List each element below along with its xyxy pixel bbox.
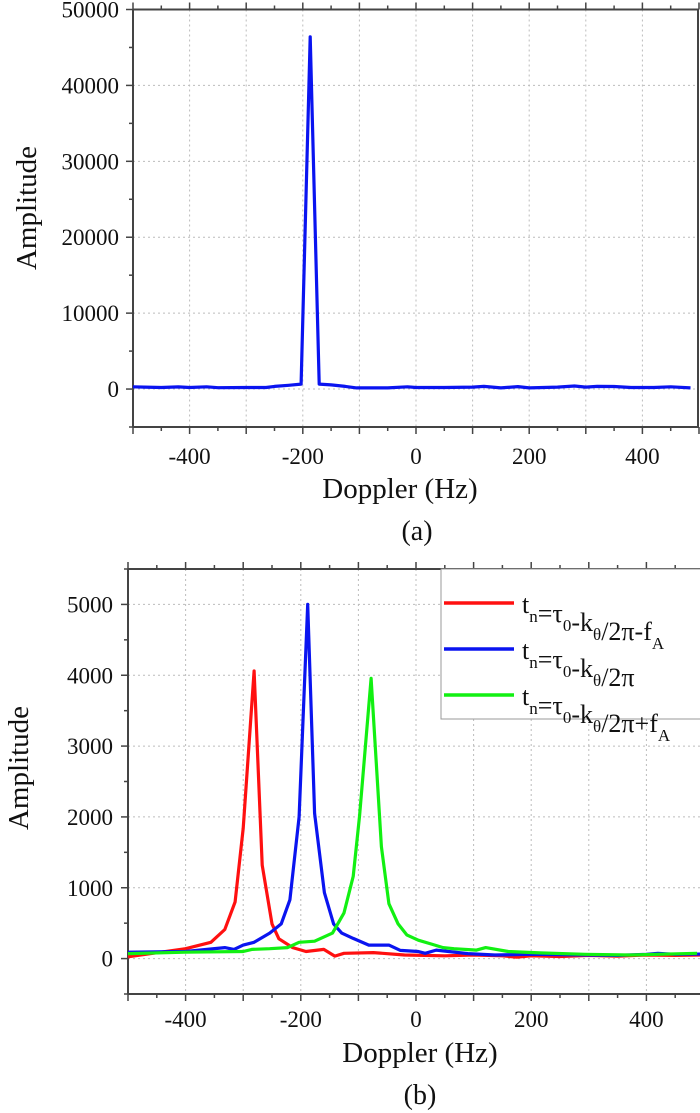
legend-label-subscript: n — [529, 653, 538, 672]
legend-label: tn=τ0-kθ/2π — [522, 636, 635, 692]
y-tick-label: 0 — [108, 377, 120, 402]
x-tick-label: 400 — [629, 1007, 664, 1032]
legend-label-subscript: 0 — [563, 662, 572, 681]
caption-b: (b) — [404, 1080, 437, 1111]
x-tick-label: -200 — [280, 1007, 322, 1032]
y-tick-label: 3000 — [67, 734, 113, 759]
legend-label-subscript: n — [529, 699, 538, 718]
y-tick-label: 20000 — [62, 225, 120, 250]
y-tick-label: 50000 — [62, 0, 120, 23]
y-tick-label: 4000 — [67, 663, 113, 688]
legend-label: tn=τ0-kθ/2π+fA — [522, 682, 671, 745]
legend-label-subscript: 0 — [563, 708, 572, 727]
x-tick-label: -400 — [169, 444, 211, 469]
x-tick-label: 0 — [410, 444, 422, 469]
series-line-1 — [132, 35, 691, 390]
legend-label-subscript: n — [529, 607, 538, 626]
x-tick-label: 200 — [512, 444, 547, 469]
legend-label-part: /2π-f — [601, 617, 652, 646]
y-tick-label: 5000 — [67, 592, 113, 617]
y-tick-label: 10000 — [62, 301, 120, 326]
legend-label-part: /2π — [601, 663, 634, 692]
gridlines — [133, 9, 699, 427]
legend-label-part: t — [522, 636, 530, 665]
y-tick-label: 30000 — [62, 149, 120, 174]
legend-label-part: /2π+f — [601, 709, 658, 738]
legend-label-subscript: θ — [593, 625, 601, 644]
legend-label-subscript: 0 — [563, 616, 572, 635]
legend-label-part: t — [522, 682, 530, 711]
x-axis-title-b: Doppler (Hz) — [342, 1037, 497, 1069]
legend-label-part: t — [522, 590, 530, 619]
legend-label-subscript: A — [658, 726, 671, 745]
x-tick-label: -400 — [165, 1007, 207, 1032]
legend-label: tn=τ0-kθ/2π-fA — [522, 590, 665, 653]
legend-label-subscript: θ — [593, 717, 601, 736]
chart-b: Amplitude Doppler (Hz) (b) -400 -200 0 200 4… — [3, 562, 700, 1111]
x-tick-label: 400 — [625, 444, 660, 469]
legend-label-part: =τ — [538, 645, 563, 674]
y-axis-title-b: Amplitude — [3, 706, 35, 830]
legend-label-part: -k — [571, 700, 593, 729]
x-tick-label: 200 — [514, 1007, 549, 1032]
legend-label-part: =τ — [538, 599, 563, 628]
y-axis-title-a: Amplitude — [11, 146, 43, 270]
x-tick-label: -200 — [282, 444, 324, 469]
y-tick-label: 0 — [102, 947, 114, 972]
legend-label-part: =τ — [538, 691, 563, 720]
caption-a: (a) — [401, 516, 432, 547]
y-tick-label: 40000 — [62, 73, 120, 98]
chart-a: Amplitude Doppler (Hz) (a) -400 -200 0 200 4… — [11, 0, 700, 547]
x-axis-title-a: Doppler (Hz) — [322, 473, 477, 505]
legend-label-subscript: θ — [593, 671, 601, 690]
y-tick-label: 2000 — [67, 805, 113, 830]
legend-label-part: -k — [571, 654, 593, 683]
y-tick-label: 1000 — [67, 876, 113, 901]
x-tick-label: 0 — [410, 1007, 422, 1032]
legend-label-part: -k — [571, 608, 593, 637]
legend-label-subscript: A — [652, 634, 665, 653]
series-line-3 — [127, 676, 698, 957]
